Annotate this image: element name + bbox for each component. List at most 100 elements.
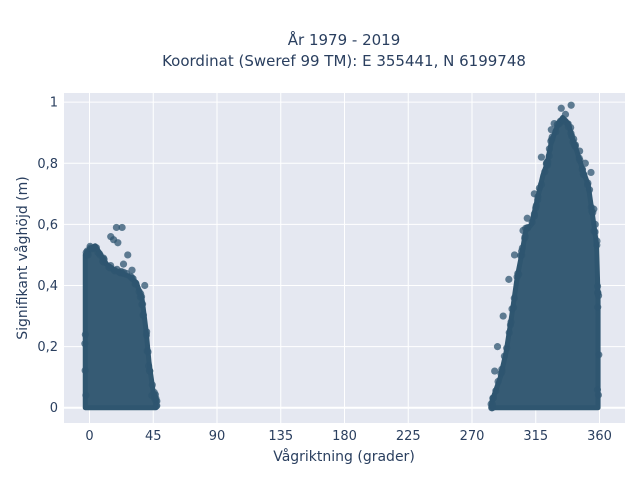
scatter-point bbox=[594, 303, 602, 311]
scatter-point bbox=[590, 205, 598, 213]
x-tick-label: 135 bbox=[268, 429, 293, 444]
scatter-point bbox=[498, 368, 506, 376]
scatter-point bbox=[88, 245, 96, 253]
scatter-point bbox=[576, 147, 584, 155]
scatter-point bbox=[99, 254, 108, 262]
scatter-point bbox=[561, 110, 570, 118]
scatter-point bbox=[503, 344, 511, 352]
y-tick-label: 0,8 bbox=[37, 157, 58, 172]
scatter-point bbox=[120, 268, 128, 276]
scatter-point bbox=[530, 210, 538, 218]
y-tick-label: 1 bbox=[50, 96, 58, 111]
scatter-point bbox=[505, 329, 513, 337]
scatter-point bbox=[510, 294, 518, 302]
scatter-point bbox=[128, 266, 136, 274]
scatter-point bbox=[557, 104, 565, 112]
scatter-point bbox=[594, 292, 603, 300]
scatter-point bbox=[143, 328, 151, 336]
scatter-point bbox=[567, 129, 575, 137]
scatter-point bbox=[141, 281, 149, 290]
scatter-point bbox=[593, 237, 601, 245]
scatter-point bbox=[148, 381, 156, 389]
scatter-point bbox=[595, 351, 603, 359]
scatter-point bbox=[111, 267, 119, 275]
scatter-point bbox=[534, 196, 542, 204]
scatter-point bbox=[508, 305, 516, 313]
scatter-point bbox=[550, 119, 558, 128]
scatter-point bbox=[107, 233, 115, 241]
scatter-point bbox=[132, 279, 140, 288]
scatter-point bbox=[152, 402, 160, 410]
scatter-point bbox=[81, 330, 89, 339]
scatter-point bbox=[112, 223, 121, 232]
data-points bbox=[81, 101, 603, 412]
scatter-point bbox=[138, 301, 146, 309]
scatter-point bbox=[492, 387, 500, 395]
y-tick-label: 0,4 bbox=[37, 279, 58, 294]
scatter-point bbox=[151, 394, 159, 403]
scatter-point bbox=[84, 251, 92, 259]
y-axis-ticks: 0 0,2 0,4 0,6 0,8 1 bbox=[37, 96, 58, 417]
scatter-point bbox=[119, 260, 128, 268]
x-tick-label: 225 bbox=[396, 429, 421, 444]
scatter-point bbox=[500, 352, 509, 360]
scatter-point bbox=[124, 251, 132, 259]
scatter-point bbox=[81, 366, 89, 375]
x-tick-label: 270 bbox=[460, 429, 485, 444]
scatter-point bbox=[528, 218, 536, 226]
x-tick-label: 0 bbox=[85, 429, 93, 444]
x-axis-title: Vågriktning (grader) bbox=[273, 448, 415, 465]
x-tick-label: 180 bbox=[332, 429, 357, 444]
scatter-point bbox=[145, 367, 154, 375]
scatter-point bbox=[105, 263, 113, 271]
y-axis-title: Signifikant våghöjd (m) bbox=[14, 176, 31, 339]
scatter-point bbox=[127, 272, 135, 280]
x-tick-label: 360 bbox=[587, 429, 612, 444]
scatter-point bbox=[81, 340, 89, 348]
scatter-point bbox=[499, 312, 507, 320]
scatter-point bbox=[570, 135, 578, 143]
scatter-point bbox=[521, 232, 529, 241]
scatter-point bbox=[532, 204, 540, 212]
scatter-point bbox=[585, 186, 594, 194]
scatter-point bbox=[591, 220, 599, 228]
scatter-point bbox=[518, 244, 526, 252]
scatter-point bbox=[505, 275, 513, 283]
scatter-point bbox=[581, 159, 589, 167]
scatter-point bbox=[523, 214, 531, 222]
scatter-point bbox=[547, 137, 555, 145]
y-tick-label: 0 bbox=[50, 401, 58, 416]
y-tick-label: 0,2 bbox=[37, 340, 58, 355]
chart-title-line-2: Koordinat (Sweref 99 TM): E 355441, N 61… bbox=[162, 52, 526, 70]
x-axis-ticks: 0 45 90 135 180 225 270 315 360 bbox=[85, 429, 612, 444]
scatter-point bbox=[507, 318, 515, 326]
scatter-point bbox=[590, 227, 598, 235]
y-tick-label: 0,6 bbox=[37, 218, 58, 233]
scatter-point bbox=[515, 270, 523, 278]
scatter-point bbox=[541, 168, 549, 176]
scatter-point bbox=[576, 156, 584, 164]
scatter-point bbox=[537, 153, 546, 161]
scatter-point bbox=[491, 367, 499, 375]
scatter-point bbox=[510, 251, 519, 259]
scatter-point bbox=[118, 223, 126, 232]
scatter-point bbox=[567, 101, 575, 109]
scatter-point bbox=[587, 168, 595, 177]
scatter-point bbox=[594, 391, 602, 399]
scatter-point bbox=[545, 152, 553, 160]
scatter-point bbox=[144, 348, 152, 356]
scatter-point bbox=[139, 311, 147, 319]
scatter-point bbox=[135, 288, 143, 296]
scatter-point bbox=[488, 400, 497, 409]
scatter-point bbox=[535, 184, 543, 192]
scatter-point bbox=[489, 394, 497, 402]
scatter-point bbox=[494, 377, 502, 386]
x-tick-label: 315 bbox=[523, 429, 548, 444]
scatter-point bbox=[543, 160, 551, 168]
chart-title-line-1: År 1979 - 2019 bbox=[288, 30, 401, 49]
scatter-point bbox=[593, 282, 602, 290]
scatter-point bbox=[519, 226, 527, 235]
scatter-point bbox=[493, 343, 502, 351]
